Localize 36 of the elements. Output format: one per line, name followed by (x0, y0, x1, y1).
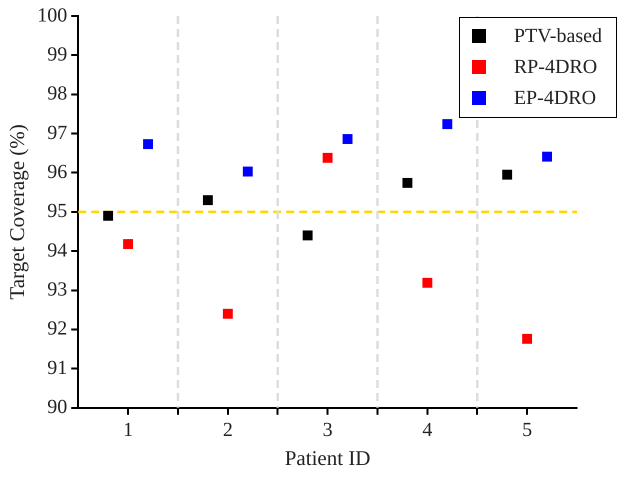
point (322, 152, 333, 163)
point (103, 210, 114, 221)
y-tick-label: 91 (47, 356, 68, 379)
x-tick-label: 3 (322, 419, 333, 442)
y-axis-title: Target Coverage (%) (5, 124, 30, 300)
x-tick-label: 1 (123, 419, 134, 442)
point (422, 278, 432, 288)
point (143, 139, 153, 150)
x-tick-label: 2 (222, 419, 233, 442)
point (542, 152, 552, 162)
point (123, 239, 134, 249)
y-tick-label: 92 (47, 318, 68, 340)
x-axis-title: Patient ID (284, 446, 370, 470)
legend-label: EP-4DRO (512, 86, 598, 111)
y-tick-label: 96 (47, 160, 68, 183)
x-tick-label: 5 (522, 419, 532, 442)
point (402, 178, 412, 188)
point (302, 230, 313, 240)
point (222, 308, 233, 319)
legend-label: PTV-based (512, 24, 602, 49)
point (442, 119, 452, 130)
y-tick-label: 94 (47, 239, 68, 262)
y-tick-label: 93 (47, 278, 68, 301)
point (242, 166, 253, 176)
point (522, 334, 532, 344)
y-tick-label: 90 (47, 396, 68, 418)
y-tick-label: 99 (47, 43, 68, 66)
y-tick-label: 98 (47, 82, 68, 105)
point (342, 134, 352, 144)
y-tick-label: 100 (37, 4, 68, 26)
y-tick-label: 97 (47, 122, 68, 144)
x-tick-label: 4 (422, 419, 432, 442)
point (202, 195, 213, 206)
y-tick-label: 95 (47, 200, 68, 222)
point (502, 170, 512, 180)
legend-label: RP-4DRO (512, 55, 598, 80)
